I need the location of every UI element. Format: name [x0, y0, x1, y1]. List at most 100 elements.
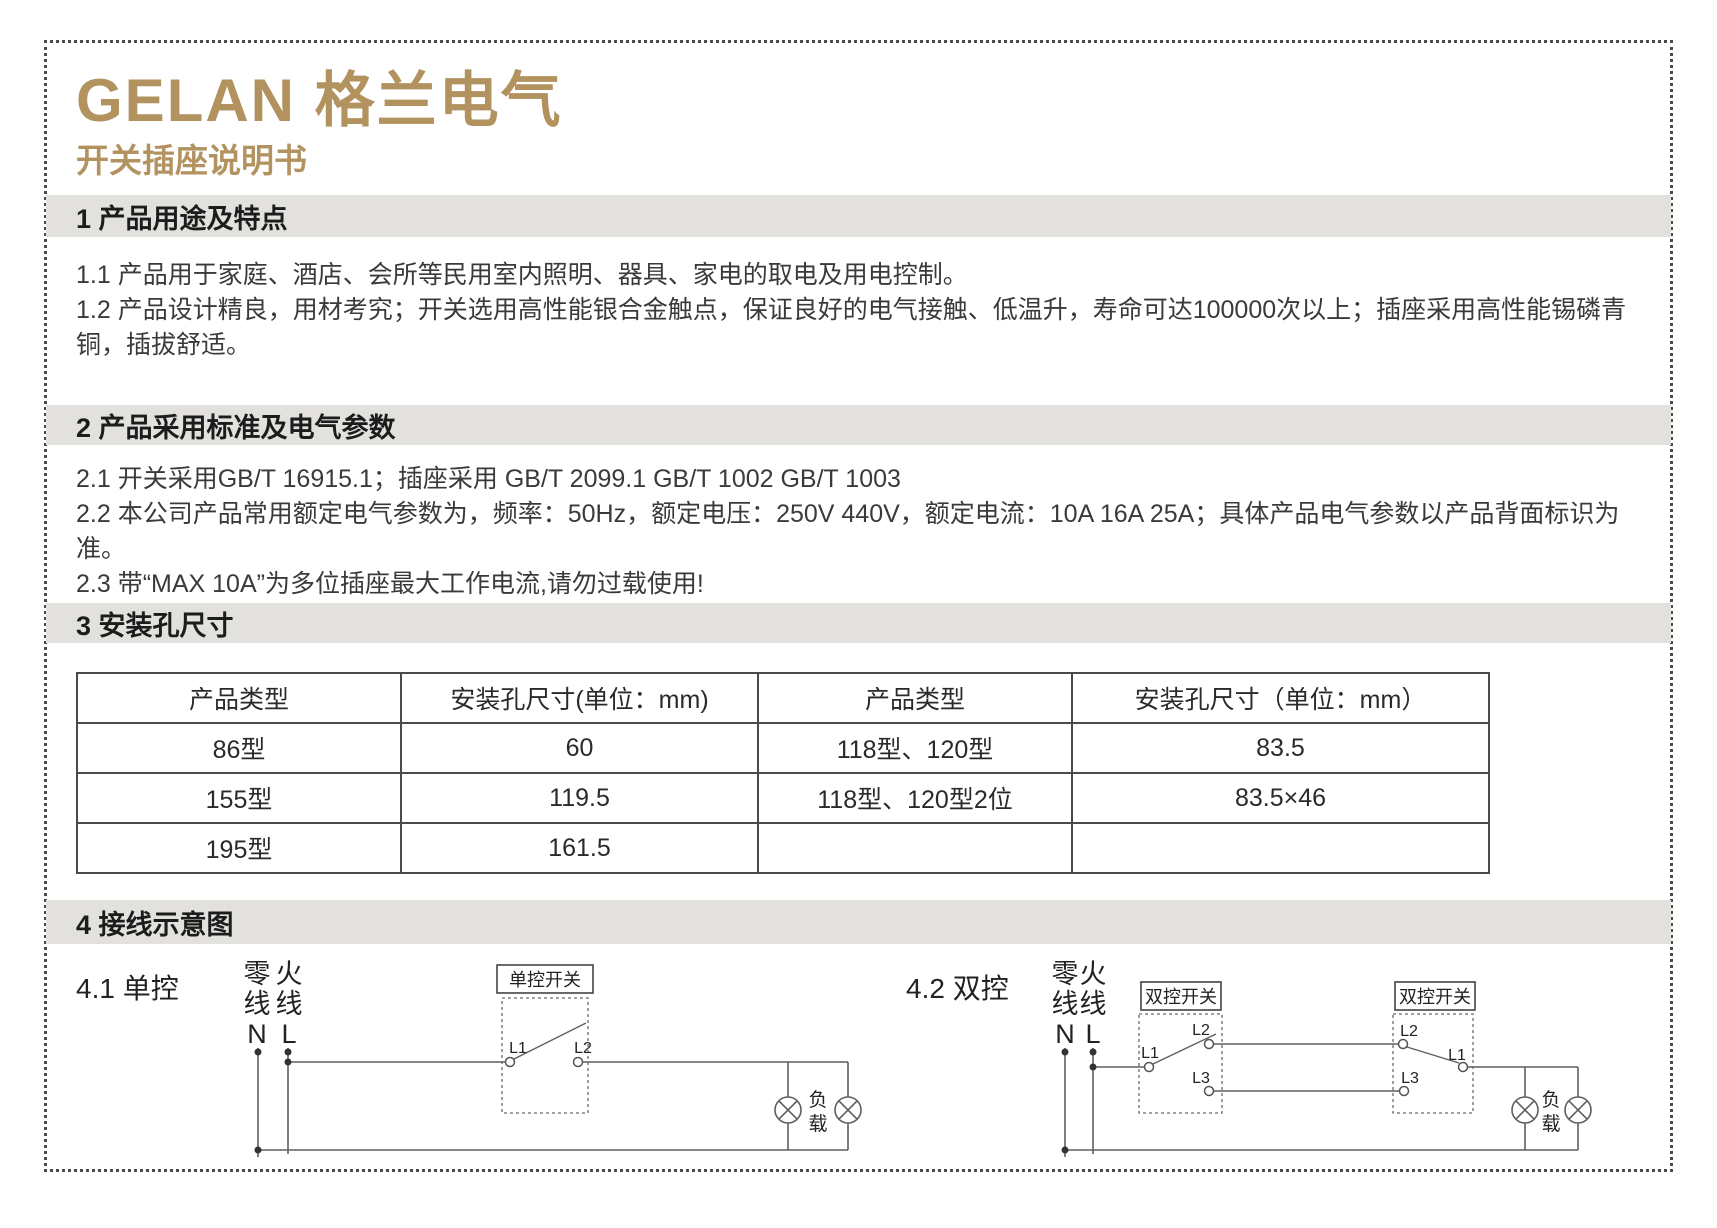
table-cell: 118型、120型: [757, 722, 1073, 774]
switch-dashed-box: [501, 997, 589, 1114]
section-3-header-bar: 3 安装孔尺寸: [46, 603, 1671, 643]
switch-blade: [1152, 1033, 1217, 1065]
table-header-cell: 安装孔尺寸(单位：mm): [400, 672, 759, 724]
wiring-diagrams-svg: 4.1 单控 零 线 N 火 线 L: [76, 959, 1592, 1157]
label-char: 线: [1052, 989, 1079, 1019]
table-cell: 155型: [76, 772, 402, 824]
label-char: 零: [244, 959, 271, 989]
brand-logo: GELAN 格兰电气: [76, 67, 563, 134]
load-lamps: 负 载: [774, 1089, 862, 1135]
wiring-diagrams: 4.1 单控 零 线 N 火 线 L: [46, 950, 1671, 1185]
terminal-label-l2: L2: [574, 1040, 592, 1057]
label-char: 火: [1080, 959, 1107, 989]
load-lamps: 负 载: [1511, 1089, 1592, 1135]
mounting-hole-table: 产品类型 安装孔尺寸(单位：mm) 产品类型 安装孔尺寸（单位：mm） 86型 …: [76, 672, 1490, 874]
paragraph-2-3: 2.3 带“MAX 10A”为多位插座最大工作电流,请勿过载使用!: [76, 570, 704, 598]
switch-blade: [1406, 1046, 1460, 1064]
neutral-wire-label: 零 线 N: [1052, 959, 1079, 1049]
section-3-title: 3 安装孔尺寸: [76, 610, 234, 641]
lamp-icon: [1511, 1096, 1539, 1124]
terminal-label-l3: L3: [1192, 1070, 1210, 1087]
doc-title: 开关插座说明书: [76, 142, 307, 179]
paragraph-1-1: 1.1 产品用于家庭、酒店、会所等民用室内照明、器具、家电的取电及用电控制。: [76, 261, 968, 289]
wires: [1061, 1043, 1579, 1157]
table-header-cell: 产品类型: [757, 672, 1073, 724]
section-1-header-bar: 1 产品用途及特点: [46, 195, 1671, 237]
diagram-1-label: 4.1 单控: [76, 973, 179, 1004]
section-4-title: 4 接线示意图: [76, 909, 234, 940]
load-label-char: 负: [808, 1089, 827, 1111]
switch-label-box: [1140, 981, 1222, 1011]
terminal-l2: [1397, 1038, 1409, 1050]
switch-label: 双控开关: [1399, 987, 1471, 1007]
section-2-title: 2 产品采用标准及电气参数: [76, 412, 396, 443]
paragraph-1-2: 1.2 产品设计精良，用材考究；开关选用高性能银合金触点，保证良好的电气接触、低…: [76, 296, 1627, 359]
table-cell: [1071, 822, 1490, 874]
live-wire-label: 火 线 L: [1080, 959, 1107, 1049]
table-header-row: 产品类型 安装孔尺寸(单位：mm) 产品类型 安装孔尺寸（单位：mm）: [76, 672, 1490, 724]
section-1-title: 1 产品用途及特点: [76, 203, 288, 234]
switch-label: 单控开关: [509, 970, 581, 990]
live-wire-label: 火 线 L: [276, 959, 303, 1049]
terminal-label-l2: L2: [1192, 1022, 1210, 1039]
load-label-char: 载: [808, 1113, 827, 1135]
terminal-l3: [1203, 1085, 1215, 1097]
switch-label-box: [1394, 981, 1476, 1011]
table-cell: 86型: [76, 722, 402, 774]
load-label-char: 负: [1541, 1089, 1560, 1111]
double-control-switch-left: 双控开关 L1 L2 L3: [1138, 981, 1223, 1114]
diagram-2-label: 4.2 双控: [906, 973, 1009, 1004]
table-row: 86型 60 118型、120型 83.5: [76, 722, 1490, 774]
switch-label-box: [496, 964, 594, 994]
switch-dashed-box: [1392, 1013, 1474, 1114]
table-cell: 161.5: [400, 822, 759, 874]
wires: [254, 1048, 849, 1157]
double-control-switch-right: 双控开关 L2 L3 L1: [1392, 981, 1476, 1114]
diagram-double-control: 4.2 双控 零 线 N 火 线 L: [906, 959, 1592, 1157]
label-char: 线: [276, 989, 303, 1019]
single-control-switch: 单控开关 L1 L2: [496, 964, 594, 1114]
label-char: 线: [244, 989, 271, 1019]
table-cell: 118型、120型2位: [757, 772, 1073, 824]
section-1-body: 1.1 产品用于家庭、酒店、会所等民用室内照明、器具、家电的取电及用电控制。 1…: [76, 258, 1642, 363]
neutral-wire-label: 零 线 N: [244, 959, 271, 1049]
terminal-label-l3: L3: [1401, 1070, 1419, 1087]
switch-label: 双控开关: [1145, 987, 1217, 1007]
section-2-header-bar: 2 产品采用标准及电气参数: [46, 405, 1671, 445]
terminal-l2: [572, 1056, 584, 1068]
lamp-icon: [774, 1096, 802, 1124]
terminal-l1: [1457, 1061, 1469, 1073]
terminal-l3: [1398, 1085, 1410, 1097]
section-2-body: 2.1 开关采用GB/T 16915.1；插座采用 GB/T 2099.1 GB…: [76, 462, 1642, 602]
table-header-cell: 产品类型: [76, 672, 402, 724]
table-row: 155型 119.5 118型、120型2位 83.5×46: [76, 772, 1490, 824]
label-char: L: [281, 1019, 296, 1049]
paragraph-2-2: 2.2 本公司产品常用额定电气参数为，频率：50Hz，额定电压：250V 440…: [76, 500, 1620, 563]
table-header-cell: 安装孔尺寸（单位：mm）: [1071, 672, 1490, 724]
table-cell: 195型: [76, 822, 402, 874]
lamp-icon: [1564, 1096, 1592, 1124]
label-char: N: [1055, 1019, 1075, 1049]
table-cell: 119.5: [400, 772, 759, 824]
dotted-page-border: [44, 40, 1673, 1172]
terminal-label-l1: L1: [1141, 1045, 1159, 1062]
table-cell: 83.5: [1071, 722, 1490, 774]
section-4-header-bar: 4 接线示意图: [46, 900, 1671, 944]
terminal-label-l1: L1: [1448, 1047, 1466, 1064]
table-row: 195型 161.5: [76, 822, 1490, 874]
terminal-label-l2: L2: [1400, 1023, 1418, 1040]
table-cell: 60: [400, 722, 759, 774]
label-char: N: [247, 1019, 267, 1049]
label-char: 线: [1080, 989, 1107, 1019]
label-char: L: [1085, 1019, 1100, 1049]
load-label-char: 载: [1541, 1113, 1560, 1135]
terminal-l2: [1203, 1038, 1215, 1050]
terminal-l1: [1143, 1061, 1155, 1073]
terminal-l1: [504, 1056, 516, 1068]
table-cell: [757, 822, 1073, 874]
lamp-icon: [834, 1096, 862, 1124]
paragraph-2-1: 2.1 开关采用GB/T 16915.1；插座采用 GB/T 2099.1 GB…: [76, 465, 901, 493]
label-char: 火: [276, 959, 303, 989]
table-cell: 83.5×46: [1071, 772, 1490, 824]
